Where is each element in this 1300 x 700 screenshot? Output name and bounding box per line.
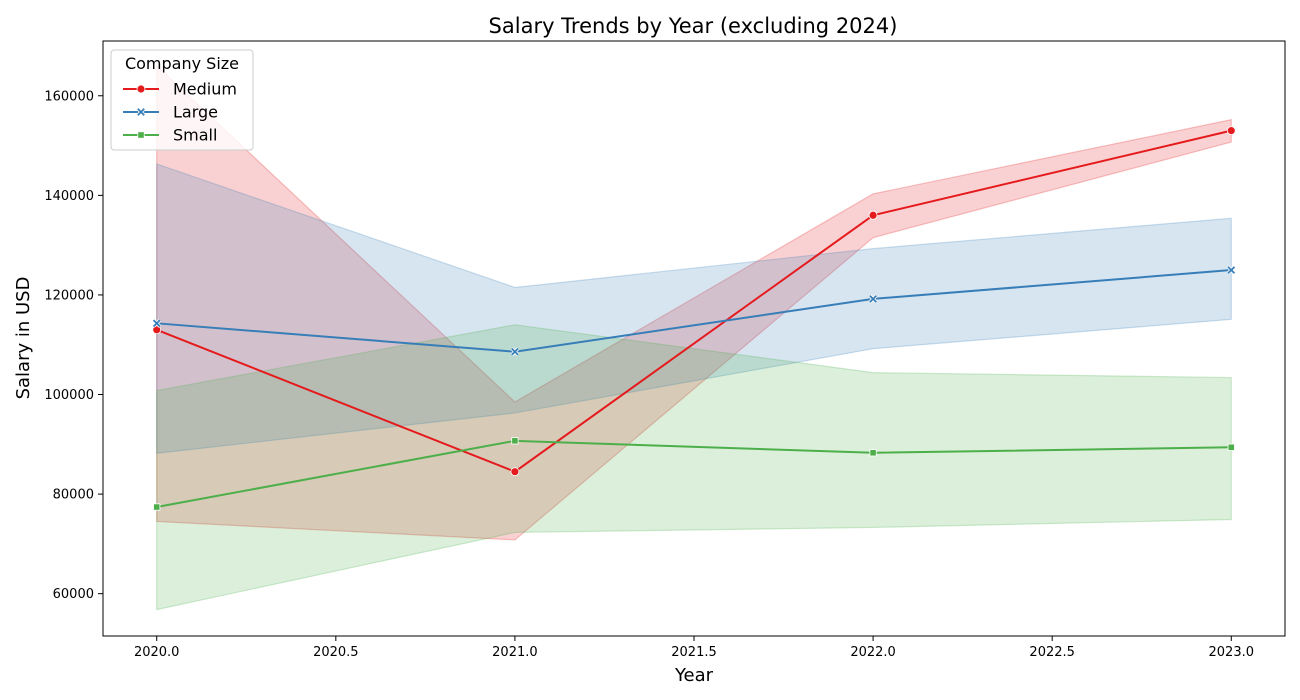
legend-small-label: Small	[173, 126, 217, 145]
large-point-2022	[868, 294, 878, 304]
small-point-2020	[153, 503, 161, 511]
medium-point-2022	[868, 210, 878, 220]
medium-point-2020	[152, 325, 162, 335]
small-confidence-band	[156, 324, 1232, 611]
legend-title: Company Size	[125, 54, 239, 73]
legend-entry-small: Small	[123, 126, 217, 145]
legend: Company Size Medium Large Small	[110, 49, 254, 151]
small-point-2021	[511, 437, 519, 445]
medium-point-2023	[1226, 126, 1236, 136]
x-tick-label: 2021.0	[492, 645, 538, 660]
y-tick-label: 80000	[53, 488, 94, 503]
series-small	[153, 437, 1235, 511]
plot-area	[152, 64, 1236, 611]
medium-confidence-band	[156, 64, 1232, 541]
legend-small-marker	[137, 131, 145, 139]
large-point-2023	[1226, 265, 1236, 275]
x-axis-label: Year	[674, 665, 714, 686]
legend-medium-label: Medium	[173, 80, 237, 99]
y-tick-label: 100000	[44, 388, 94, 403]
y-tick-label: 160000	[44, 89, 94, 104]
legend-box	[110, 49, 254, 151]
x-axis: 2020.0 2020.5 2021.0 2021.5 2022.0 2022.5 2023…	[134, 636, 1254, 660]
large-confidence-band	[156, 163, 1232, 454]
large-point-2021	[510, 347, 520, 357]
legend-large-marker	[136, 107, 146, 117]
legend-entry-large: Large	[123, 103, 218, 122]
confidence-bands	[156, 64, 1232, 611]
small-line	[156, 439, 1232, 509]
y-tick-label: 140000	[44, 189, 94, 204]
x-tick-label: 2020.0	[134, 645, 180, 660]
y-axis-label: Salary in USD	[13, 277, 34, 400]
x-tick-label: 2023.0	[1209, 645, 1255, 660]
legend-medium-marker	[136, 84, 146, 94]
x-tick-label: 2022.5	[1029, 645, 1075, 660]
small-point-2022	[869, 449, 877, 457]
large-point-2020	[152, 318, 162, 328]
x-tick-label: 2022.0	[850, 645, 896, 660]
medium-point-2021	[510, 467, 520, 477]
x-tick-label: 2021.5	[671, 645, 717, 660]
chart-title: Salary Trends by Year (excluding 2024)	[489, 14, 898, 38]
y-tick-label: 60000	[53, 587, 94, 602]
x-tick-label: 2020.5	[313, 645, 359, 660]
small-point-2023	[1227, 443, 1235, 451]
y-axis: 60000 80000 100000 120000 140000 160000	[44, 89, 103, 602]
legend-entry-medium: Medium	[123, 80, 237, 99]
legend-large-label: Large	[173, 103, 218, 122]
series-large	[152, 265, 1236, 357]
large-line	[156, 269, 1232, 353]
medium-line	[156, 129, 1232, 473]
series-medium	[152, 126, 1236, 477]
y-tick-label: 120000	[44, 288, 94, 303]
series-lines	[152, 126, 1236, 511]
